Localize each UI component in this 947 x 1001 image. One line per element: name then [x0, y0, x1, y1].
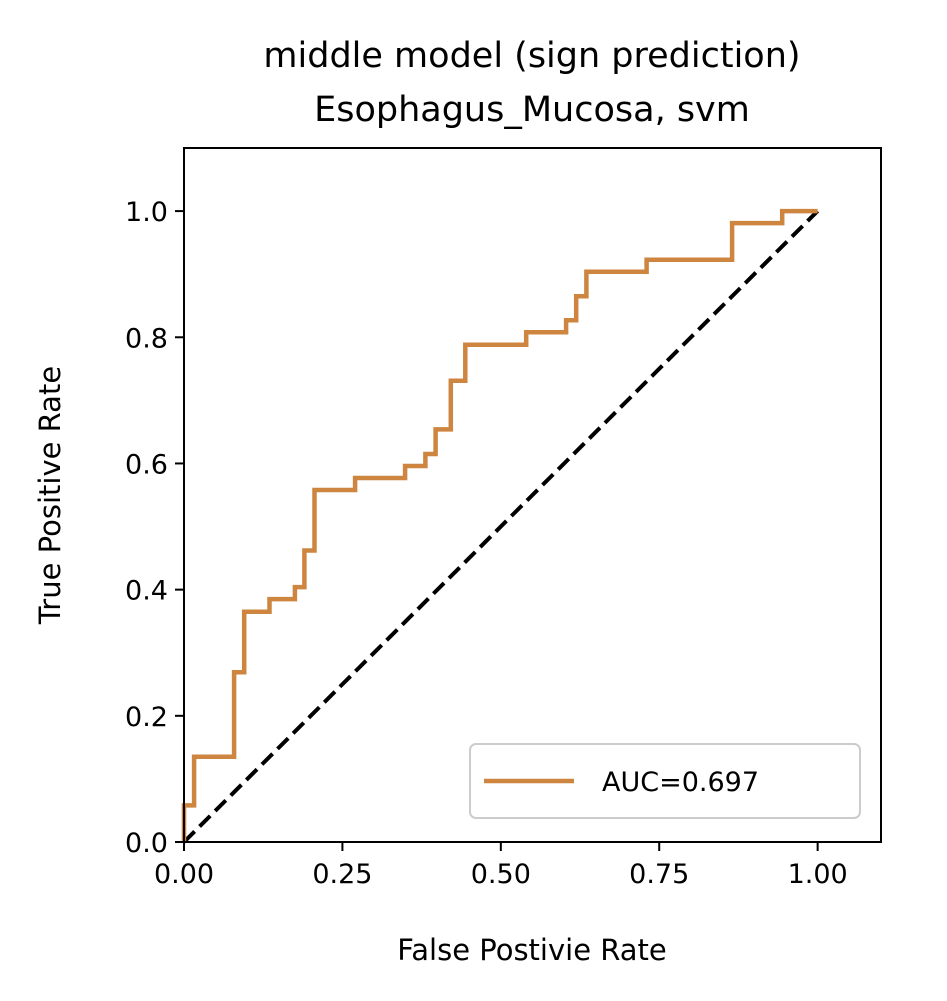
y-axis-label: True Positive Rate [33, 366, 67, 625]
y-tick-label: 0.2 [125, 702, 168, 733]
legend: AUC=0.697 [469, 743, 861, 819]
x-tick-label: 0.50 [471, 859, 531, 890]
y-axis-ticks: 0.0 0.2 0.4 0.6 0.8 1.0 [125, 197, 184, 859]
y-tick-label: 0.4 [125, 576, 168, 607]
legend-label: AUC=0.697 [602, 767, 759, 798]
legend-box [469, 743, 861, 819]
roc-curve-line [181, 208, 818, 842]
y-tick-label: 0.0 [125, 828, 168, 859]
x-axis-ticks: 0.00 0.25 0.50 0.75 1.00 [154, 842, 848, 890]
x-tick-label: 0.25 [312, 859, 372, 890]
chart-title: middle model (sign prediction) [263, 36, 800, 76]
y-tick-label: 1.0 [125, 197, 168, 228]
plot-area [181, 208, 820, 844]
x-tick-label: 0.75 [629, 859, 689, 890]
y-tick-label: 0.8 [125, 323, 168, 354]
chance-diagonal-line [182, 209, 820, 844]
x-tick-label: 0.00 [154, 859, 214, 890]
chart-subtitle: Esophagus_Mucosa, svm [314, 90, 750, 130]
x-tick-label: 1.00 [788, 859, 848, 890]
y-tick-label: 0.6 [125, 449, 168, 480]
plot-frame [183, 147, 882, 843]
x-axis-label: False Postivie Rate [397, 933, 667, 967]
